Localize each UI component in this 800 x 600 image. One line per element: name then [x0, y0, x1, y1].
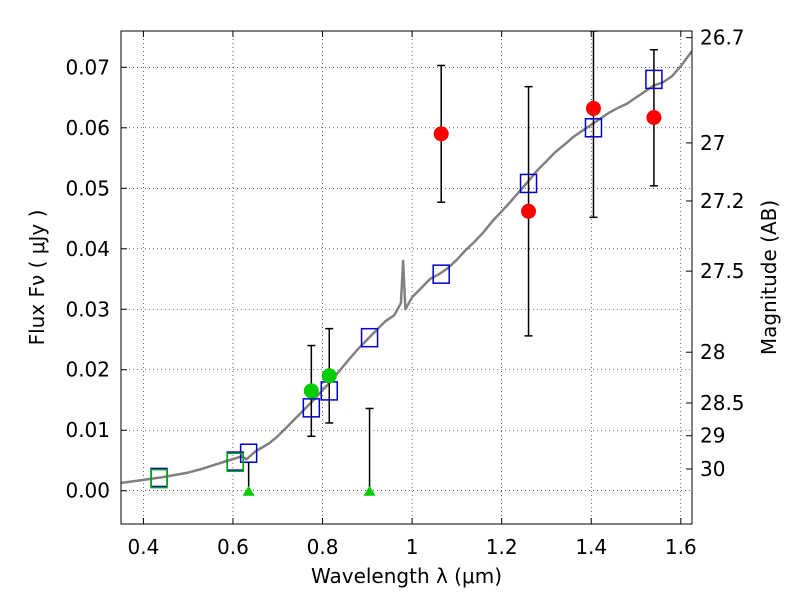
y2-tick-label: 28.5: [700, 391, 745, 415]
square-marker: [302, 398, 321, 418]
y2-tick-label: 29: [700, 424, 725, 448]
square-marker: [584, 118, 603, 138]
square-marker: [360, 327, 379, 348]
y2-tick-label: 26.7: [700, 26, 745, 50]
circle-marker: [646, 110, 662, 126]
y2-tick-label: 30: [700, 457, 725, 481]
data-markers: [150, 69, 663, 496]
y-axis-label: Flux Fν ( μJy ): [25, 210, 49, 346]
x-tick-label: 1.2: [486, 535, 518, 559]
x-tick-label: 1: [406, 535, 419, 559]
square-marker: [150, 468, 168, 489]
y-tick-label: 0.03: [65, 297, 110, 321]
y-tick-label: 0.06: [65, 116, 110, 140]
y-tick-label: 0.00: [65, 479, 110, 503]
y-tick-label: 0.01: [65, 418, 110, 442]
circle-marker: [433, 126, 449, 142]
y-tick-label: 0.07: [65, 55, 110, 79]
y2-tick-label: 27: [700, 131, 725, 155]
x-tick-label: 0.4: [127, 535, 159, 559]
spectrum-line: [121, 50, 692, 485]
square-marker: [432, 264, 450, 284]
x-tick-label: 1.6: [665, 535, 697, 559]
plot-frame: [120, 30, 693, 525]
y2-tick-label: 28: [700, 340, 725, 364]
y2-tick-label: 27.5: [700, 259, 745, 283]
x-tick-label: 1.4: [575, 535, 607, 559]
y-tick-label: 0.04: [65, 237, 110, 261]
circle-marker: [521, 203, 537, 219]
ticks: 0.4 0.6 0.8 1 1.2 1.4 1.6 0.00 0.01 0.02 0.03 0.04 0…: [65, 26, 744, 559]
triangle-marker: [242, 485, 255, 496]
y2-tick-label: 27.2: [700, 189, 745, 213]
square-marker: [519, 173, 538, 194]
x-tick-label: 0.6: [217, 535, 249, 559]
square-marker: [645, 69, 663, 90]
y2-axis-label: Magnitude (AB): [757, 200, 781, 355]
square-marker: [226, 452, 244, 473]
y-tick-label: 0.02: [65, 358, 110, 382]
y-tick-label: 0.05: [65, 176, 110, 200]
circle-marker: [303, 383, 319, 399]
x-tick-label: 0.8: [307, 535, 339, 559]
triangle-marker: [363, 485, 376, 496]
x-axis-label: Wavelength λ (μm): [311, 564, 502, 588]
circle-marker: [321, 368, 337, 384]
model-spectrum: [121, 50, 692, 485]
circle-marker: [585, 100, 601, 116]
